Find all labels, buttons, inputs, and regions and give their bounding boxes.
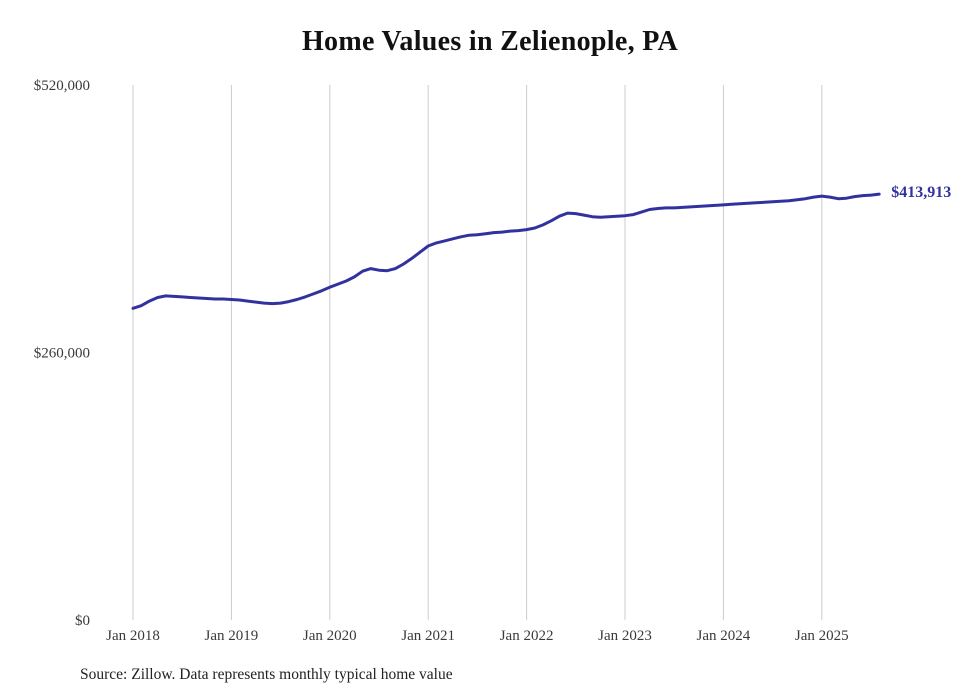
end-value-label: $413,913 [891,184,952,202]
chart-title: Home Values in Zelienople, PA [301,26,679,57]
x-tick-label: Jan 2025 [795,628,849,644]
x-tick-label: Jan 2022 [500,628,554,644]
source-note: Source: Zillow. Data represents monthly … [80,666,453,683]
y-tick-label: $520,000 [34,78,90,94]
x-tick-label: Jan 2024 [697,628,751,644]
y-tick-label: $0 [75,613,90,629]
x-tick-label: Jan 2020 [303,628,357,644]
x-tick-label: Jan 2021 [401,628,455,644]
x-tick-label: Jan 2018 [106,628,160,644]
x-tick-label: Jan 2023 [598,628,652,644]
value-line [131,192,881,310]
y-tick-label: $260,000 [34,346,90,362]
x-tick-label: Jan 2019 [205,628,259,644]
